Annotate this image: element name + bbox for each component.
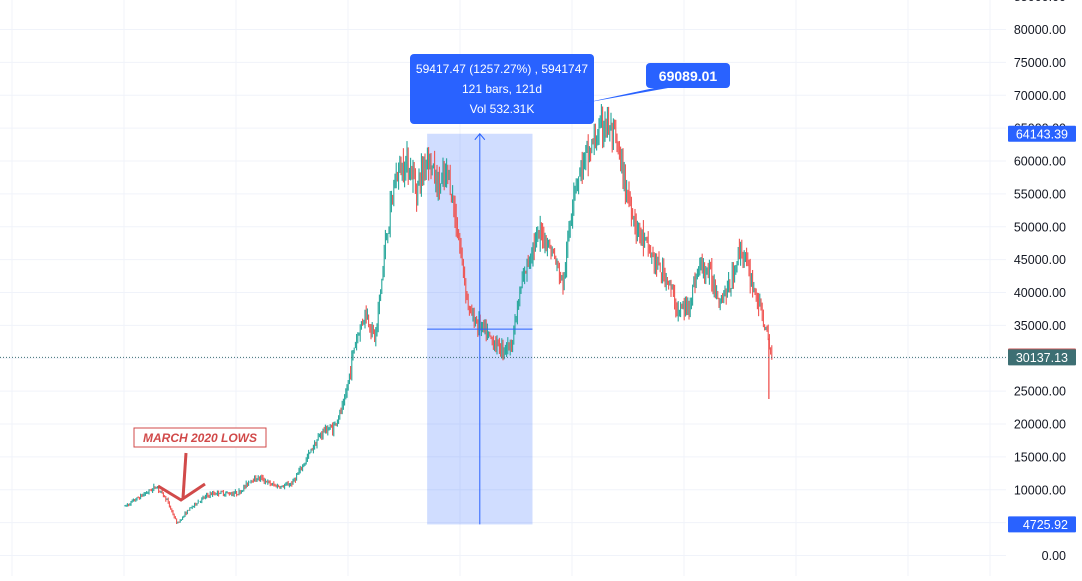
y-tick-label: 70000.00 [1014, 89, 1066, 103]
march-lows-arrow-line [183, 453, 186, 498]
price-axis[interactable]: 0.00 10000.00 15000.00 20000.00 25000.00 3500… [1008, 0, 1076, 563]
y-tick-label: 10000.00 [1014, 483, 1066, 497]
y-tick-label: 80000.00 [1014, 23, 1066, 37]
y-tick-label: 60000.00 [1014, 155, 1066, 169]
y-tick-label: 75000.00 [1014, 56, 1066, 70]
y-tick-label: 20000.00 [1014, 418, 1066, 432]
measure-info-line-3: Vol 532.31K [470, 102, 535, 116]
y-tick-label-partial: 85000.00 [1014, 0, 1066, 4]
measure-low-tag-label: 4725.92 [1023, 518, 1068, 532]
y-tick-label: 15000.00 [1014, 450, 1066, 464]
y-tick-label: 25000.00 [1014, 385, 1066, 399]
y-tick-label: 45000.00 [1014, 253, 1066, 267]
y-tick-label: 35000.00 [1014, 319, 1066, 333]
march-lows-arrow-head-icon [158, 484, 205, 500]
ath-callout-label: 69089.01 [659, 68, 718, 84]
y-tick-label: 55000.00 [1014, 187, 1066, 201]
measure-info-line-2: 121 bars, 121d [462, 82, 542, 96]
y-tick-label: 40000.00 [1014, 286, 1066, 300]
last-price-tag-label: 30137.13 [1016, 351, 1068, 365]
y-tick-label: 0.00 [1042, 549, 1066, 563]
measure-info-line-1: 59417.47 (1257.27%) , 5941747 [416, 62, 588, 76]
y-tick-label: 50000.00 [1014, 220, 1066, 234]
march-lows-label: MARCH 2020 LOWS [143, 431, 257, 445]
measure-high-tag-label: 64143.39 [1016, 127, 1068, 141]
